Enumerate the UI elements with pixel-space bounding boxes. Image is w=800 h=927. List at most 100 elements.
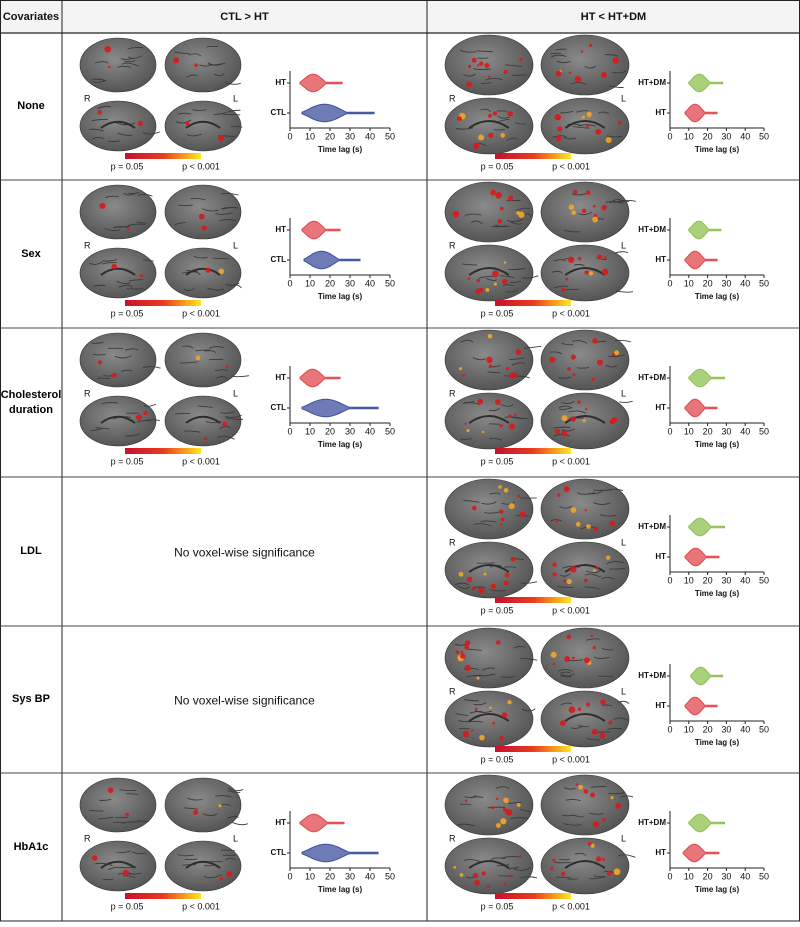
activation-spot: [127, 227, 130, 231]
activation-spot: [552, 572, 557, 577]
activation-spot: [487, 75, 491, 79]
hemisphere-label: L: [621, 537, 626, 547]
activation-spot: [512, 372, 517, 377]
sulcus: [128, 872, 142, 875]
x-axis-label: Time lag (s): [695, 589, 740, 598]
brain-surface: [79, 100, 157, 152]
callosum: [100, 415, 136, 424]
sulcus: [552, 135, 567, 138]
sulcus: [476, 50, 493, 52]
callosum: [564, 860, 606, 869]
activation-spot: [570, 507, 577, 513]
activation-spot: [606, 555, 611, 560]
sulcus: [513, 866, 531, 871]
activation-spot: [593, 569, 596, 573]
hemisphere-label: L: [621, 388, 626, 398]
sulcus: [228, 788, 244, 792]
activation-spot: [549, 356, 556, 363]
activation-spot: [466, 429, 470, 433]
activation-spot: [458, 571, 464, 577]
sulcus: [562, 814, 575, 817]
sulcus: [601, 647, 614, 651]
violin: [688, 368, 725, 388]
sulcus: [102, 259, 118, 262]
activation-spot: [601, 268, 609, 276]
brain-surface: [79, 395, 157, 447]
sulcus: [473, 68, 491, 70]
x-tick-label: 50: [385, 278, 395, 288]
sulcus: [608, 792, 626, 795]
brain-view: [444, 97, 534, 155]
x-tick-label: 10: [684, 871, 694, 881]
brain-view: [164, 184, 242, 240]
brain-view: [444, 690, 536, 748]
brain-surface: [540, 34, 630, 96]
activation-spot: [495, 797, 499, 801]
sulcus: [127, 223, 146, 227]
activation-spot: [492, 111, 498, 116]
brain-view: [79, 247, 157, 299]
sulcus: [219, 219, 237, 222]
group-label: HT: [655, 403, 666, 412]
activation-spot: [586, 702, 591, 707]
sulcus: [120, 57, 134, 60]
sulcus: [513, 646, 526, 649]
activation-spot: [588, 271, 594, 276]
sulcus: [511, 362, 525, 366]
column-header: CTL > HT: [220, 11, 269, 23]
brain-surface: [164, 777, 242, 833]
activation-spot: [503, 797, 509, 803]
sulcus: [232, 375, 250, 378]
activation-spot: [492, 270, 499, 278]
sulcus: [128, 192, 140, 195]
brain-surface: [164, 247, 242, 299]
brain-view: [444, 392, 534, 450]
sulcus: [571, 340, 588, 344]
activation-spot: [583, 578, 588, 583]
activation-spot: [615, 803, 622, 809]
sulcus: [494, 224, 506, 227]
x-tick-label: 30: [345, 426, 355, 436]
sulcus: [101, 402, 118, 405]
activation-spot: [472, 505, 477, 511]
sulcus: [92, 136, 104, 140]
x-axis-label: Time lag (s): [318, 440, 363, 449]
activation-spot: [504, 572, 510, 578]
violin: [299, 813, 345, 833]
sulcus: [586, 738, 601, 741]
hemisphere-label: R: [449, 240, 456, 250]
activation-spot: [471, 57, 477, 63]
activation-spot: [460, 650, 464, 654]
callosum: [468, 415, 510, 424]
sulcus: [508, 867, 520, 870]
sulcus: [124, 433, 140, 437]
colorbar-label: p = 0.05: [111, 456, 144, 466]
callosum: [185, 860, 221, 869]
sulcus: [225, 414, 242, 418]
sulcus: [576, 110, 589, 113]
sulcus: [499, 275, 515, 279]
sulcus: [556, 60, 571, 64]
violin: [684, 547, 720, 567]
sulcus: [104, 227, 120, 232]
brain-surface: [444, 690, 534, 748]
violin: [688, 73, 724, 93]
x-tick-label: 50: [759, 871, 769, 881]
sulcus: [92, 78, 105, 81]
brain-surface: [164, 395, 242, 447]
sulcus: [186, 74, 198, 78]
sulcus: [550, 52, 562, 55]
x-tick-label: 0: [667, 871, 672, 881]
sulcus: [203, 874, 222, 879]
brain-surface: [164, 332, 242, 388]
sulcus: [232, 822, 248, 826]
sulcus: [97, 105, 111, 109]
x-tick-label: 20: [703, 871, 713, 881]
activation-spot: [91, 855, 98, 861]
covariate-label: LDL: [20, 545, 42, 557]
sulcus: [500, 676, 515, 678]
brain-surface: [444, 392, 534, 450]
sulcus: [230, 284, 242, 289]
sulcus: [128, 279, 144, 282]
sulcus: [228, 790, 241, 793]
